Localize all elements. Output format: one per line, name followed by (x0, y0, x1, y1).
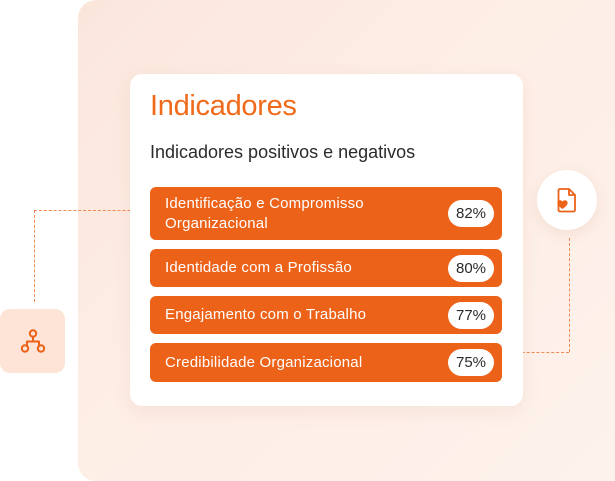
document-heart-icon (557, 188, 576, 213)
document-heart-icon-circle (537, 170, 597, 230)
hierarchy-icon (20, 329, 45, 353)
connector-line-right (502, 352, 569, 353)
indicator-label: Engajamento com o Trabalho (165, 306, 367, 323)
connector-line-right-vertical (569, 238, 570, 352)
indicator-label-line2: Organizacional (165, 214, 268, 232)
indicator-label-line1: Identificação e Compromisso (165, 194, 364, 212)
indicator-label: Identidade com a Profissão (165, 259, 352, 276)
connector-line-left-vertical (34, 210, 35, 302)
card-subtitle: Indicadores positivos e negativos (150, 142, 416, 162)
indicator-engajamento-trabalho: Engajamento com o Trabalho 77% (150, 296, 502, 334)
connector-line-left (34, 210, 150, 211)
indicator-credibilidade-organizacional: Credibilidade Organizacional 75% (150, 343, 502, 382)
indicator-label: Credibilidade Organizacional (165, 353, 363, 371)
indicator-identidade-profissao: Identidade com a Profissão 80% (150, 249, 502, 287)
indicator-identificacao-compromisso: Identificação e Compromisso Organizacion… (150, 187, 502, 240)
indicator-value: 75% (448, 349, 494, 376)
indicator-value: 77% (448, 301, 494, 329)
hierarchy-icon-box (0, 309, 65, 373)
indicator-value: 80% (448, 254, 494, 282)
card-title: Indicadores (150, 90, 297, 122)
indicators-card: Indicadores Indicadores positivos e nega… (130, 74, 523, 406)
indicator-label: Identificação e Compromisso Organizacion… (165, 194, 364, 234)
indicator-value: 82% (448, 200, 494, 227)
